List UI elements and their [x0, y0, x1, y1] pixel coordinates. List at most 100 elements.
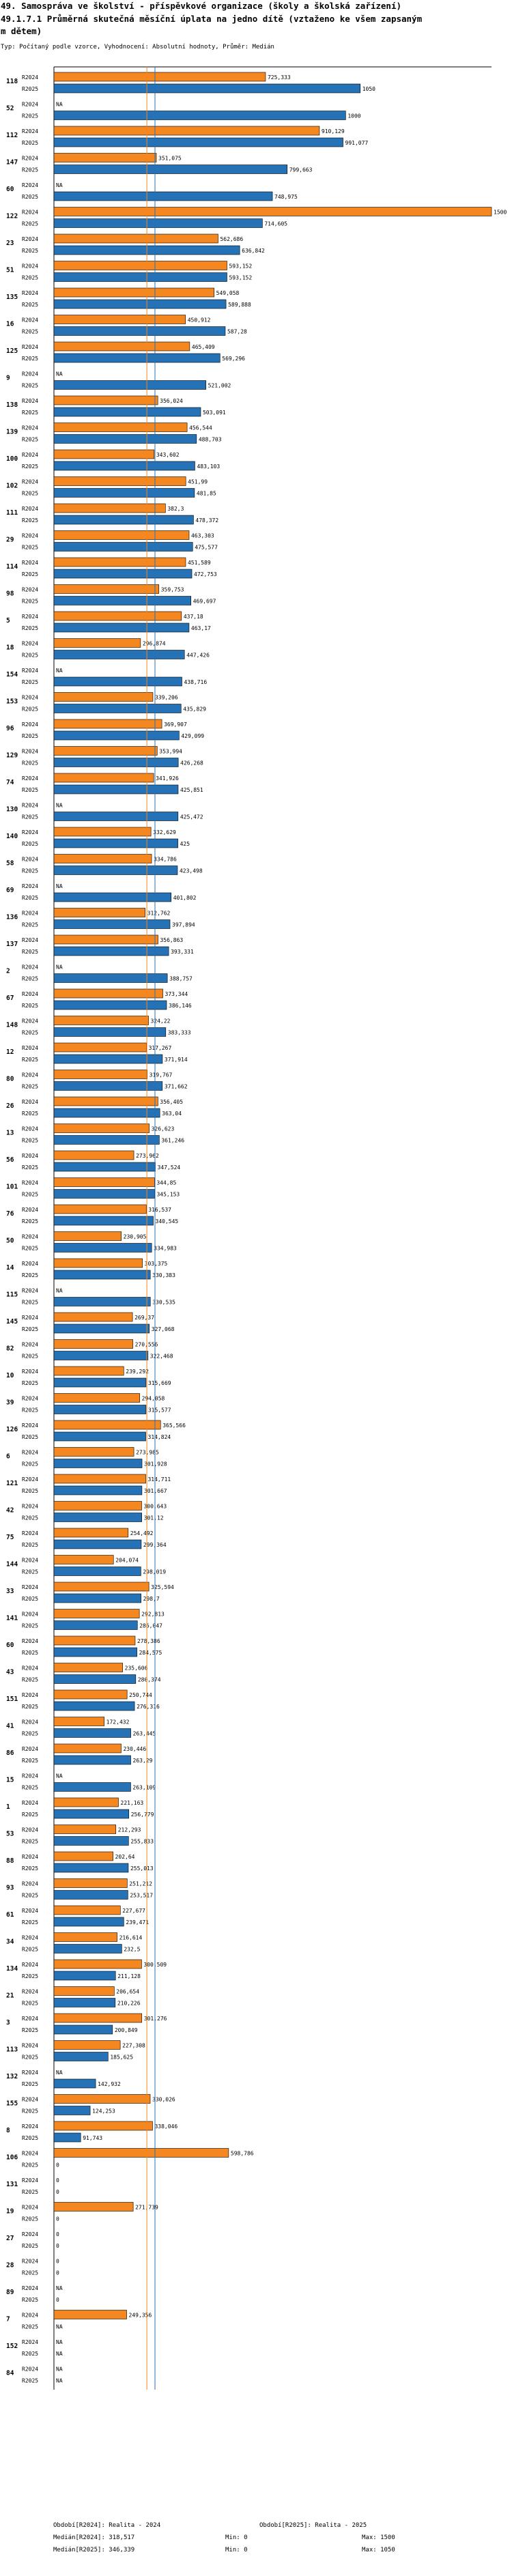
- bar-r2025: [53, 1000, 167, 1010]
- bar-r2025: [53, 326, 226, 336]
- na-label: NA: [56, 2324, 63, 2330]
- series-label-r2025: R2025: [22, 1542, 38, 1548]
- data-label: 438,716: [184, 679, 207, 685]
- data-label: 239,292: [126, 1369, 149, 1375]
- category-label: 1: [6, 1803, 10, 1811]
- bar-r2024: [53, 1042, 147, 1053]
- series-label-r2024: R2024: [22, 74, 38, 81]
- series-label-r2024: R2024: [22, 1989, 38, 1995]
- series-label-r2024: R2024: [22, 1962, 38, 1968]
- data-label: 393,331: [171, 949, 194, 955]
- bar-r2024: [53, 1528, 129, 1538]
- data-label: 212,293: [118, 1827, 141, 1833]
- category-label: 122: [6, 213, 18, 220]
- series-label-r2024: R2024: [22, 1342, 38, 1348]
- data-label: 235,606: [125, 1665, 148, 1672]
- data-label: 330,535: [152, 1300, 175, 1306]
- series-label-r2024: R2024: [22, 2205, 38, 2211]
- series-label-r2025: R2025: [22, 545, 38, 551]
- data-label: 280,374: [138, 1677, 161, 1683]
- series-label-r2025: R2025: [22, 653, 38, 659]
- bar-r2024: [53, 1150, 134, 1160]
- category-label: 138: [6, 401, 18, 409]
- category-label: 74: [6, 779, 14, 786]
- data-label: 347,524: [158, 1164, 181, 1171]
- chart-title: 49.1.7.1 Průměrná skutečná měsíční úplat…: [1, 14, 423, 24]
- series-label-r2024: R2024: [22, 614, 38, 620]
- data-label: 270,556: [135, 1342, 158, 1348]
- bar-r2025: [53, 542, 193, 552]
- data-label: 256,779: [131, 1812, 154, 1818]
- category-label: 6: [6, 1453, 10, 1461]
- series-label-r2024: R2024: [22, 2043, 38, 2049]
- series-label-r2025: R2025: [22, 1057, 38, 1063]
- data-label: 569,296: [222, 356, 245, 362]
- bar-r2024: [53, 126, 320, 136]
- bar-r2025: [53, 1701, 135, 1711]
- data-label: 359,753: [161, 587, 184, 593]
- category-label: 5: [6, 617, 10, 625]
- series-label-r2025: R2025: [22, 1650, 38, 1656]
- category-label: 113: [6, 2046, 18, 2054]
- series-label-r2024: R2024: [22, 1234, 38, 1240]
- data-label: 598,786: [231, 2151, 254, 2157]
- data-label: 483,103: [197, 463, 220, 470]
- data-label: 286,047: [139, 1623, 162, 1629]
- max-2024-label: Max: 1500: [362, 2534, 395, 2541]
- bar-r2024: [53, 934, 158, 945]
- series-label-r2024: R2024: [22, 1827, 38, 1833]
- bar-r2024: [53, 2310, 127, 2319]
- series-label-r2025: R2025: [22, 1758, 38, 1764]
- series-label-r2024: R2024: [22, 1045, 38, 1051]
- data-label: 339,206: [155, 695, 178, 701]
- data-label: 330,383: [152, 1272, 175, 1278]
- series-label-r2025: R2025: [22, 733, 38, 739]
- na-label: NA: [56, 803, 63, 809]
- bar-r2024: [53, 692, 154, 702]
- series-label-r2024: R2024: [22, 506, 38, 512]
- bar-r2024: [53, 2202, 134, 2212]
- data-label: 382,3: [167, 506, 184, 512]
- category-label: 21: [6, 1992, 14, 2000]
- data-label: 315,669: [148, 1380, 171, 1386]
- data-label: 319,767: [150, 1072, 173, 1078]
- series-label-r2025: R2025: [22, 1461, 38, 1468]
- na-label: NA: [56, 964, 63, 971]
- series-label-r2024: R2024: [22, 1422, 38, 1429]
- series-label-r2025: R2025: [22, 1947, 38, 1953]
- data-label: 221,163: [121, 1800, 144, 1806]
- bar-r2025: [53, 407, 201, 417]
- data-label: 216,614: [119, 1935, 143, 1941]
- data-label: 425,472: [180, 814, 203, 820]
- series-label-r2024: R2024: [22, 1854, 38, 1860]
- data-label: 425,851: [180, 787, 203, 793]
- bar-r2025: [53, 865, 178, 875]
- series-label-r2025: R2025: [22, 1704, 38, 1710]
- series-label-r2024: R2024: [22, 210, 38, 216]
- series-label-r2024: R2024: [22, 964, 38, 971]
- series-label-r2025: R2025: [22, 1192, 38, 1198]
- category-label: 140: [6, 833, 18, 840]
- series-label-r2024: R2024: [22, 1450, 38, 1456]
- bar-r2024: [53, 233, 218, 244]
- data-label: 0: [56, 2189, 59, 2195]
- category-label: 14: [6, 1264, 14, 1272]
- category-label: 2: [6, 968, 10, 975]
- series-label-r2024: R2024: [22, 911, 38, 917]
- data-label: 562,686: [220, 236, 243, 242]
- series-label-r2025: R2025: [22, 517, 38, 524]
- data-label: 200,849: [115, 2027, 138, 2033]
- category-label: 19: [6, 2208, 14, 2216]
- category-label: 152: [6, 2343, 18, 2350]
- data-label: 343,602: [156, 452, 180, 458]
- category-label: 27: [6, 2235, 14, 2242]
- bar-r2024: [53, 746, 158, 756]
- series-label-r2025: R2025: [22, 1326, 38, 1332]
- category-label: 129: [6, 752, 18, 760]
- category-label: 3: [6, 2019, 10, 2027]
- series-label-r2024: R2024: [22, 290, 38, 296]
- bar-r2025: [53, 569, 193, 579]
- category-label: 132: [6, 2073, 18, 2080]
- category-label: 93: [6, 1885, 14, 1892]
